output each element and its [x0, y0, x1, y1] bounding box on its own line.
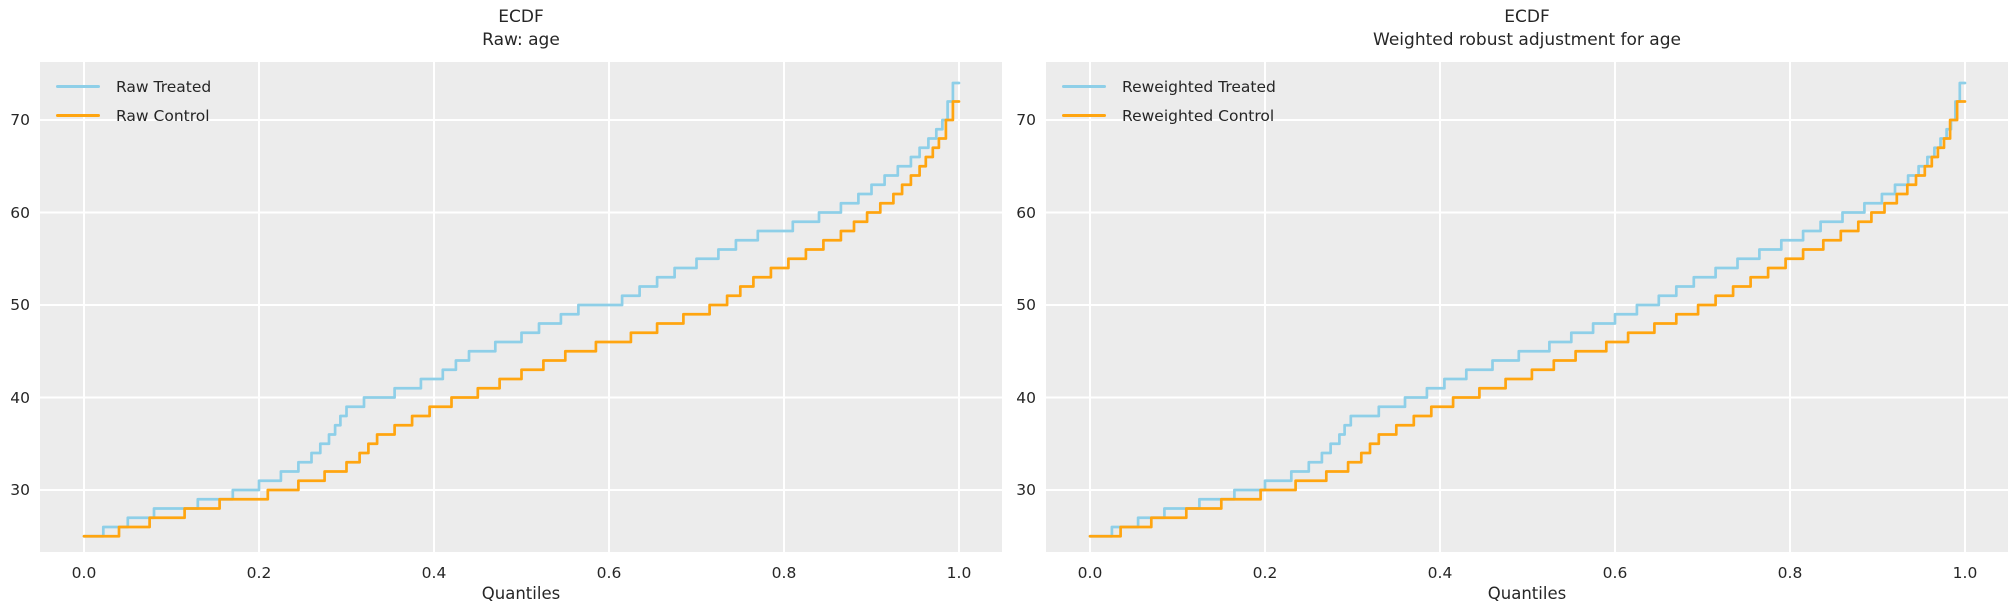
y-tick-label: 30 — [1016, 481, 1036, 499]
left-legend: Raw Treated Raw Control — [56, 72, 211, 130]
legend-item-treated: Raw Treated — [56, 72, 211, 101]
y-tick-label: 40 — [1016, 388, 1036, 407]
x-tick-label: 0.8 — [771, 564, 797, 582]
y-tick-label: 70 — [10, 111, 30, 129]
treated-line-swatch — [1062, 85, 1106, 88]
y-tick-label: 60 — [10, 203, 30, 222]
x-tick-label: 0.2 — [246, 564, 272, 582]
y-tick-label: 70 — [1016, 111, 1036, 129]
legend-label-control: Raw Control — [116, 106, 210, 125]
right-x-axis-label: Quantiles — [1487, 584, 1567, 603]
x-tick-label: 0.0 — [1077, 564, 1103, 582]
right-title-line2: Weighted robust adjustment for age — [1373, 30, 1681, 50]
y-tick-label: 50 — [10, 296, 30, 314]
treated-line-swatch — [56, 85, 100, 88]
legend-label-treated: Reweighted Treated — [1122, 77, 1276, 96]
left-chart-title: ECDF Raw: age — [40, 6, 1002, 52]
x-tick-label: 1.0 — [1952, 564, 1978, 582]
y-tick-label: 30 — [10, 481, 30, 499]
series-line-control — [82, 100, 961, 538]
left-plot-area: Raw Treated Raw Control 0.0 0.2 0.4 0.6 0.8 1… — [10, 62, 1002, 582]
x-tick-label: 0.8 — [1777, 564, 1803, 582]
y-tick-label: 40 — [10, 388, 30, 407]
y-tick-label: 60 — [1016, 203, 1036, 222]
y-tick-label: 50 — [1016, 296, 1036, 314]
legend-label-control: Reweighted Control — [1122, 106, 1275, 125]
series-line-treated — [1088, 81, 1967, 538]
x-tick-label: 1.0 — [946, 564, 972, 582]
x-tick-label: 0.0 — [71, 564, 97, 582]
legend-item-treated: Reweighted Treated — [1062, 72, 1276, 101]
right-legend: Reweighted Treated Reweighted Control — [1062, 72, 1276, 130]
right-title-line1: ECDF — [1504, 7, 1550, 27]
right-plot-area: Reweighted Treated Reweighted Control 0.… — [1016, 62, 2008, 582]
right-plot-svg — [1046, 62, 2008, 552]
control-line-swatch — [56, 114, 100, 117]
series-line-control — [1088, 100, 1967, 538]
control-line-swatch — [1062, 114, 1106, 117]
right-chart-title: ECDF Weighted robust adjustment for age — [1046, 6, 2008, 52]
left-title-line2: Raw: age — [482, 30, 560, 50]
legend-item-control: Raw Control — [56, 101, 211, 130]
legend-label-treated: Raw Treated — [116, 77, 212, 96]
x-tick-label: 0.6 — [1602, 564, 1628, 582]
x-tick-label: 0.2 — [1252, 564, 1278, 582]
left-plot-svg — [40, 62, 1002, 552]
series-line-treated — [82, 81, 961, 538]
x-tick-label: 0.4 — [421, 564, 447, 582]
left-x-axis-label: Quantiles — [481, 584, 561, 603]
left-title-line1: ECDF — [498, 7, 544, 27]
legend-item-control: Reweighted Control — [1062, 101, 1276, 130]
x-tick-label: 0.4 — [1427, 564, 1453, 582]
x-tick-label: 0.6 — [596, 564, 622, 582]
